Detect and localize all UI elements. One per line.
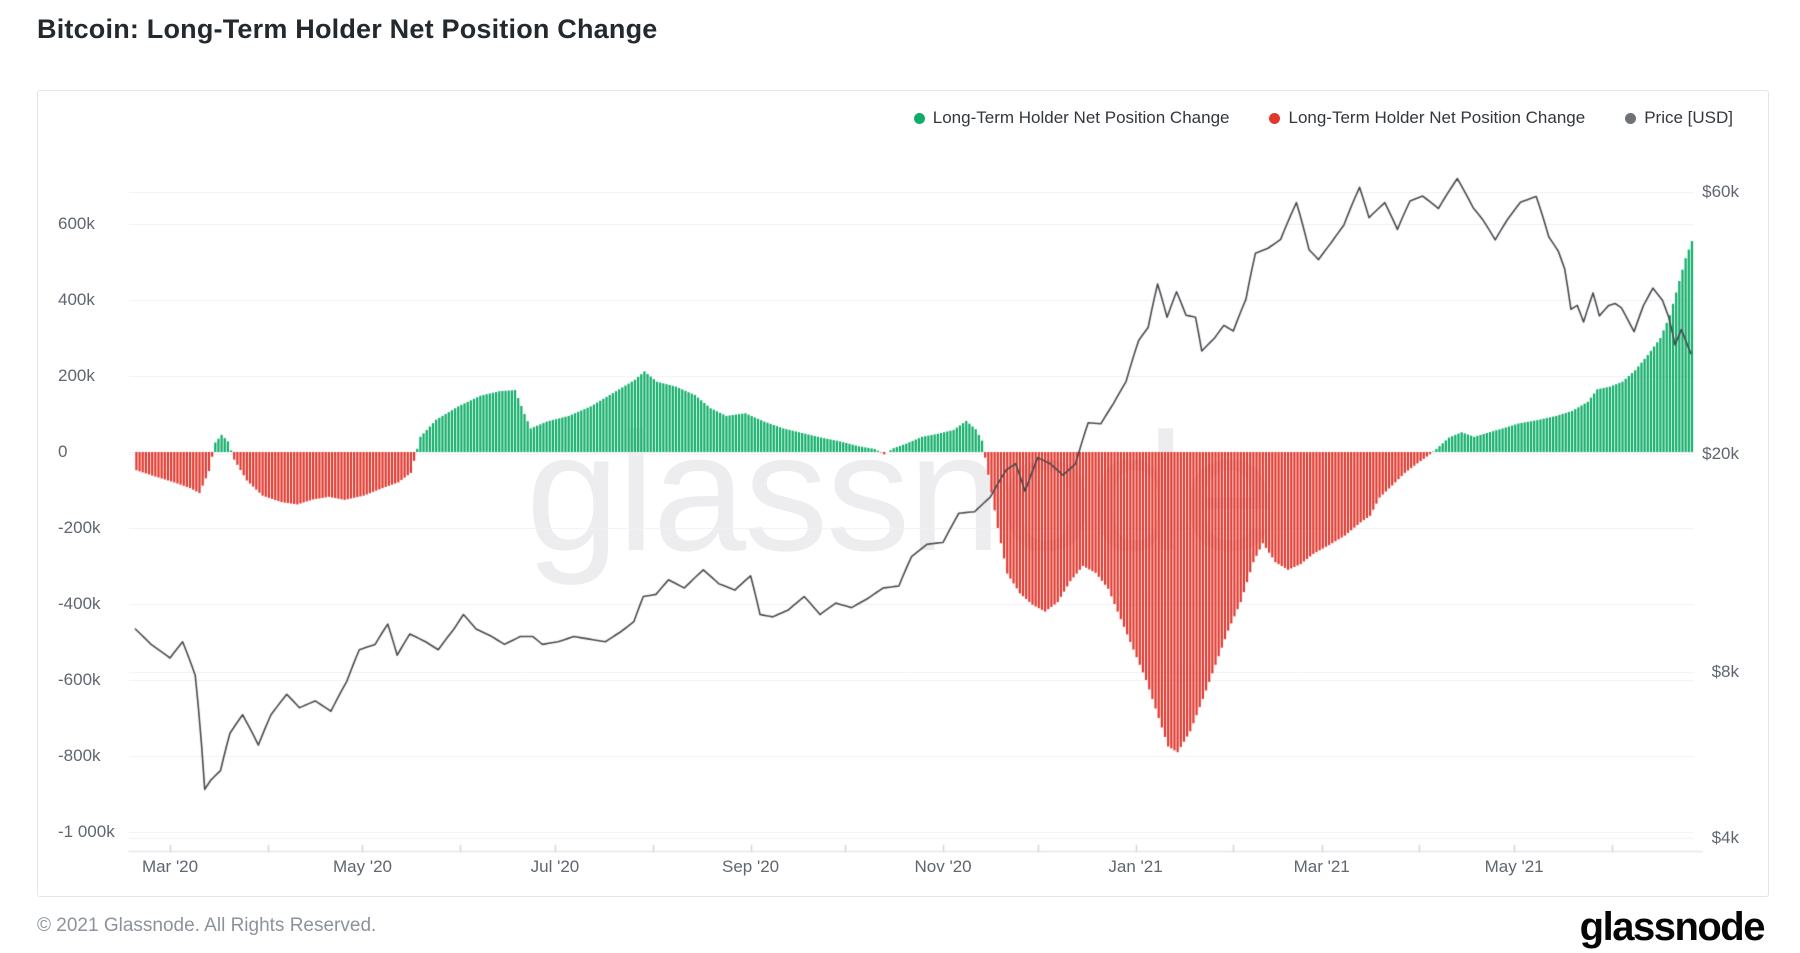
gray-dot-icon (1625, 112, 1637, 124)
y-axis-tick-left: 600k (58, 214, 95, 233)
y-axis-tick-left: -400k (58, 594, 101, 613)
y-axis-tick-left: -200k (58, 518, 101, 537)
y-axis-tick-right: $60k (1702, 182, 1739, 202)
y-axis-tick-right: $4k (1711, 827, 1739, 847)
legend-item-lth-inflow[interactable]: Long-Term Holder Net Position Change (913, 108, 1230, 128)
x-axis-tick: Jul '20 (530, 857, 580, 876)
y-axis-tick-left: -600k (58, 670, 101, 689)
x-axis-tick: Sep '20 (722, 857, 780, 876)
legend-item-price-usd[interactable]: Price [USD] (1625, 108, 1733, 128)
y-axis-tick-right: $8k (1711, 662, 1739, 682)
page-title: Bitcoin: Long-Term Holder Net Position C… (37, 14, 658, 44)
chart-plot-area[interactable] (38, 91, 1768, 896)
y-axis-tick-left: 200k (58, 366, 95, 385)
chart-legend: Long-Term Holder Net Position Change Lon… (913, 108, 1733, 128)
legend-label: Price [USD] (1644, 108, 1733, 127)
x-axis-tick: Mar '21 (1293, 857, 1350, 876)
legend-label: Long-Term Holder Net Position Change (1288, 108, 1586, 127)
y-axis-tick-right: $20k (1702, 444, 1739, 463)
y-axis-tick-left: -1 000k (58, 822, 115, 841)
green-dot-icon (913, 112, 925, 124)
red-dot-icon (1269, 112, 1281, 124)
y-axis-tick-left: 400k (58, 290, 95, 309)
x-axis-tick: Nov '20 (914, 857, 972, 876)
y-axis-tick-left: -800k (58, 746, 101, 765)
chart-card: glassnode Long-Term Holder Net Position … (37, 90, 1769, 897)
glassnode-logo[interactable]: glassnode (1579, 905, 1766, 949)
x-axis-tick: May '20 (332, 857, 392, 876)
legend-item-lth-outflow[interactable]: Long-Term Holder Net Position Change (1269, 108, 1585, 128)
legend-label: Long-Term Holder Net Position Change (932, 108, 1230, 127)
x-axis-tick: May '21 (1484, 857, 1544, 876)
y-axis-tick-left: 0 (58, 442, 68, 461)
x-axis-tick: Jan '21 (1108, 857, 1163, 876)
footer-copyright: © 2021 Glassnode. All Rights Reserved. (37, 915, 377, 936)
x-axis-tick: Mar '20 (141, 857, 199, 876)
